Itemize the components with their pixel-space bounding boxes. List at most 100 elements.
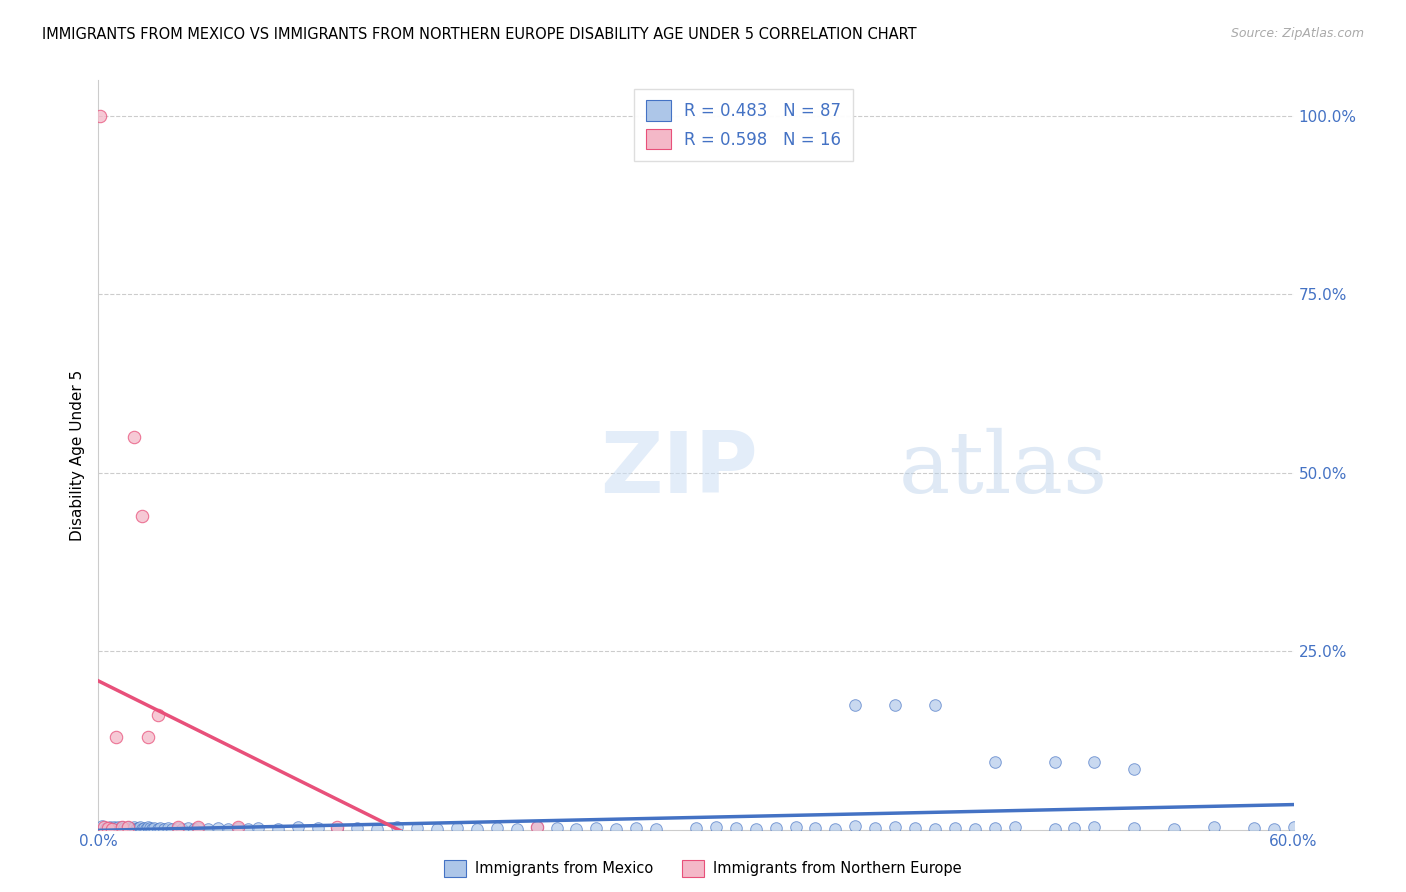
Point bbox=[287, 821, 309, 835]
Point bbox=[226, 821, 249, 835]
Point bbox=[943, 821, 966, 835]
Point bbox=[197, 822, 219, 836]
Legend: R = 0.483   N = 87, R = 0.598   N = 16: R = 0.483 N = 87, R = 0.598 N = 16 bbox=[634, 88, 853, 161]
Point bbox=[139, 821, 162, 835]
Point bbox=[143, 821, 166, 835]
Point bbox=[546, 821, 568, 835]
Point bbox=[626, 821, 648, 835]
Point bbox=[167, 821, 190, 835]
Point bbox=[426, 822, 449, 836]
Legend: Immigrants from Mexico, Immigrants from Northern Europe: Immigrants from Mexico, Immigrants from … bbox=[437, 853, 969, 885]
Point bbox=[160, 822, 183, 836]
Point bbox=[153, 822, 176, 836]
Point bbox=[307, 821, 329, 835]
Point bbox=[565, 822, 588, 836]
Point bbox=[1004, 821, 1026, 835]
Point bbox=[984, 821, 1007, 835]
Point bbox=[98, 821, 122, 835]
Point bbox=[157, 821, 180, 835]
Text: IMMIGRANTS FROM MEXICO VS IMMIGRANTS FROM NORTHERN EUROPE DISABILITY AGE UNDER 5: IMMIGRANTS FROM MEXICO VS IMMIGRANTS FRO… bbox=[42, 27, 917, 42]
Point bbox=[765, 821, 787, 835]
Point bbox=[167, 821, 190, 835]
Point bbox=[111, 820, 134, 834]
Y-axis label: Disability Age Under 5: Disability Age Under 5 bbox=[69, 369, 84, 541]
Point bbox=[96, 821, 118, 835]
Text: atlas: atlas bbox=[900, 428, 1108, 511]
Point bbox=[136, 821, 159, 835]
Point bbox=[89, 109, 111, 123]
Point bbox=[149, 821, 172, 835]
Text: ZIP: ZIP bbox=[600, 428, 758, 511]
Point bbox=[148, 708, 170, 723]
Point bbox=[924, 822, 946, 836]
Point bbox=[111, 821, 134, 835]
Point bbox=[844, 819, 866, 833]
Point bbox=[110, 822, 132, 836]
Point bbox=[101, 822, 124, 836]
Point bbox=[1043, 755, 1066, 769]
Point bbox=[217, 822, 239, 836]
Point bbox=[120, 821, 142, 835]
Point bbox=[924, 698, 946, 712]
Point bbox=[1282, 820, 1305, 834]
Point bbox=[645, 822, 668, 836]
Point bbox=[1043, 822, 1066, 836]
Point bbox=[804, 821, 827, 835]
Point bbox=[267, 822, 290, 836]
Point bbox=[124, 430, 146, 444]
Point bbox=[121, 822, 143, 836]
Point bbox=[131, 508, 153, 523]
Point bbox=[124, 821, 146, 835]
Point bbox=[246, 821, 269, 835]
Point bbox=[844, 698, 866, 712]
Point bbox=[685, 821, 707, 835]
Point bbox=[785, 821, 807, 835]
Point bbox=[207, 821, 229, 835]
Point bbox=[1083, 755, 1105, 769]
Point bbox=[117, 821, 139, 835]
Point bbox=[865, 821, 887, 835]
Point bbox=[984, 755, 1007, 769]
Point bbox=[446, 821, 468, 835]
Point bbox=[97, 821, 120, 835]
Point bbox=[346, 821, 368, 835]
Point bbox=[127, 821, 149, 835]
Point bbox=[526, 821, 548, 835]
Point bbox=[366, 822, 388, 836]
Point bbox=[745, 822, 768, 836]
Point bbox=[226, 821, 249, 835]
Point bbox=[172, 822, 194, 836]
Point bbox=[135, 822, 157, 836]
Point bbox=[605, 822, 627, 836]
Point bbox=[406, 821, 429, 835]
Point bbox=[465, 822, 488, 836]
Point bbox=[585, 821, 607, 835]
Point bbox=[177, 821, 200, 835]
Point bbox=[1123, 821, 1146, 835]
Point bbox=[103, 820, 125, 834]
Point bbox=[187, 821, 209, 835]
Point bbox=[187, 821, 209, 835]
Point bbox=[141, 822, 163, 836]
Point bbox=[129, 821, 152, 835]
Point bbox=[884, 698, 907, 712]
Point bbox=[704, 821, 727, 835]
Point bbox=[1063, 821, 1085, 835]
Point bbox=[93, 821, 115, 835]
Point bbox=[385, 821, 409, 835]
Point bbox=[326, 821, 349, 835]
Point bbox=[526, 821, 548, 835]
Point bbox=[107, 821, 129, 835]
Point bbox=[1202, 821, 1225, 835]
Point bbox=[136, 730, 159, 744]
Point bbox=[1123, 762, 1146, 776]
Point bbox=[91, 819, 114, 833]
Point bbox=[1243, 821, 1265, 835]
Point bbox=[904, 821, 927, 835]
Point bbox=[134, 821, 156, 835]
Point bbox=[115, 822, 138, 836]
Point bbox=[105, 821, 128, 835]
Point bbox=[105, 730, 128, 744]
Point bbox=[236, 822, 259, 836]
Point bbox=[506, 822, 529, 836]
